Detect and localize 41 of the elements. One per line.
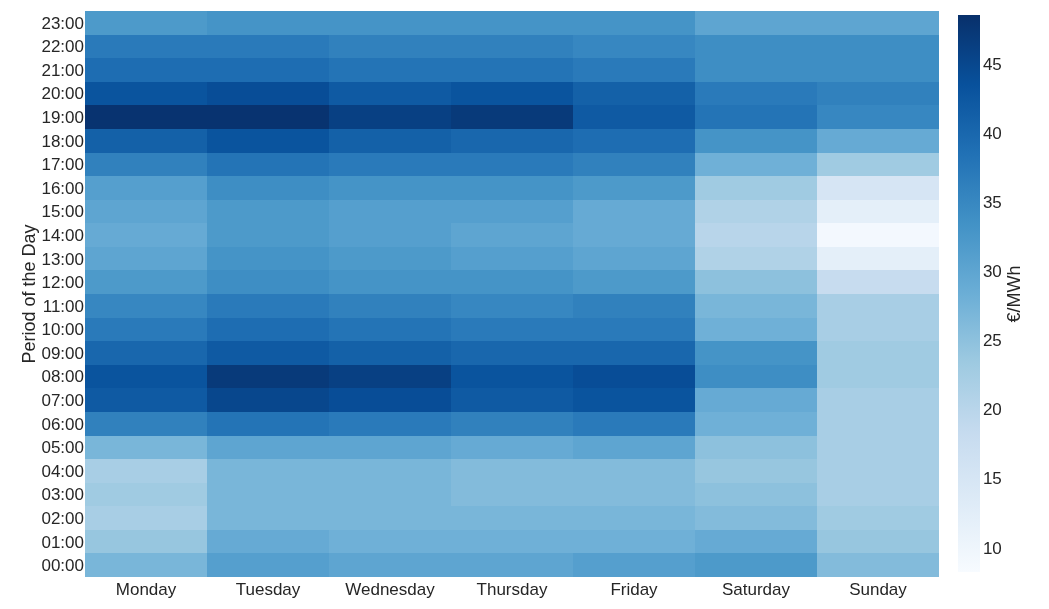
color-bar-label: 40: [982, 123, 1002, 143]
color-bar-label: 20: [982, 400, 1002, 420]
y-tick-label: 08:00: [41, 367, 84, 387]
y-tick-label: 10:00: [41, 320, 84, 340]
y-tick-label: 06:00: [41, 414, 84, 434]
y-tick-label: 07:00: [41, 391, 84, 411]
y-tick-label: 04:00: [41, 461, 84, 481]
color-bar-label: 10: [982, 538, 1002, 558]
y-tick-label: 02:00: [41, 508, 84, 528]
y-tick-label: 05:00: [41, 438, 84, 458]
y-tick-label: 15:00: [41, 202, 84, 222]
color-bar-label: 35: [982, 193, 1002, 213]
color-bar-label: 25: [982, 331, 1002, 351]
x-tick-label: Thursday: [476, 580, 548, 599]
y-tick-label: 20:00: [41, 84, 84, 104]
y-tick-label: 01:00: [41, 532, 84, 552]
x-tick-label: Saturday: [721, 580, 791, 599]
color-bar-title: €/MWh: [1003, 265, 1024, 323]
x-tick-label: Sunday: [849, 580, 908, 599]
x-tick-label: Friday: [610, 580, 659, 599]
y-tick-label: 21:00: [41, 60, 84, 80]
y-tick-label: 23:00: [41, 13, 84, 33]
y-tick-label: 16:00: [41, 178, 84, 198]
y-tick-label: 12:00: [41, 273, 84, 293]
y-tick-label: 19:00: [41, 108, 84, 128]
y-tick-label: 18:00: [41, 131, 84, 151]
x-tick-label: Monday: [115, 580, 177, 599]
y-tick-label: 03:00: [41, 485, 84, 505]
color-bar-label: 45: [982, 54, 1002, 74]
y-tick-label: 13:00: [41, 249, 84, 269]
y-tick-label: 14:00: [41, 225, 84, 245]
color-bar-label: 15: [982, 469, 1002, 489]
y-tick-label: 11:00: [42, 296, 84, 316]
y-tick-label: 09:00: [41, 343, 84, 363]
y-axis-title: Period of the Day: [19, 224, 40, 364]
y-tick-label: 22:00: [41, 37, 84, 57]
y-tick-label: 17:00: [41, 155, 84, 175]
x-tick-label: Wednesday: [345, 580, 436, 599]
color-bar-label: 30: [982, 262, 1002, 282]
x-tick-label: Tuesday: [235, 580, 301, 599]
y-tick-label: 00:00: [41, 556, 84, 576]
